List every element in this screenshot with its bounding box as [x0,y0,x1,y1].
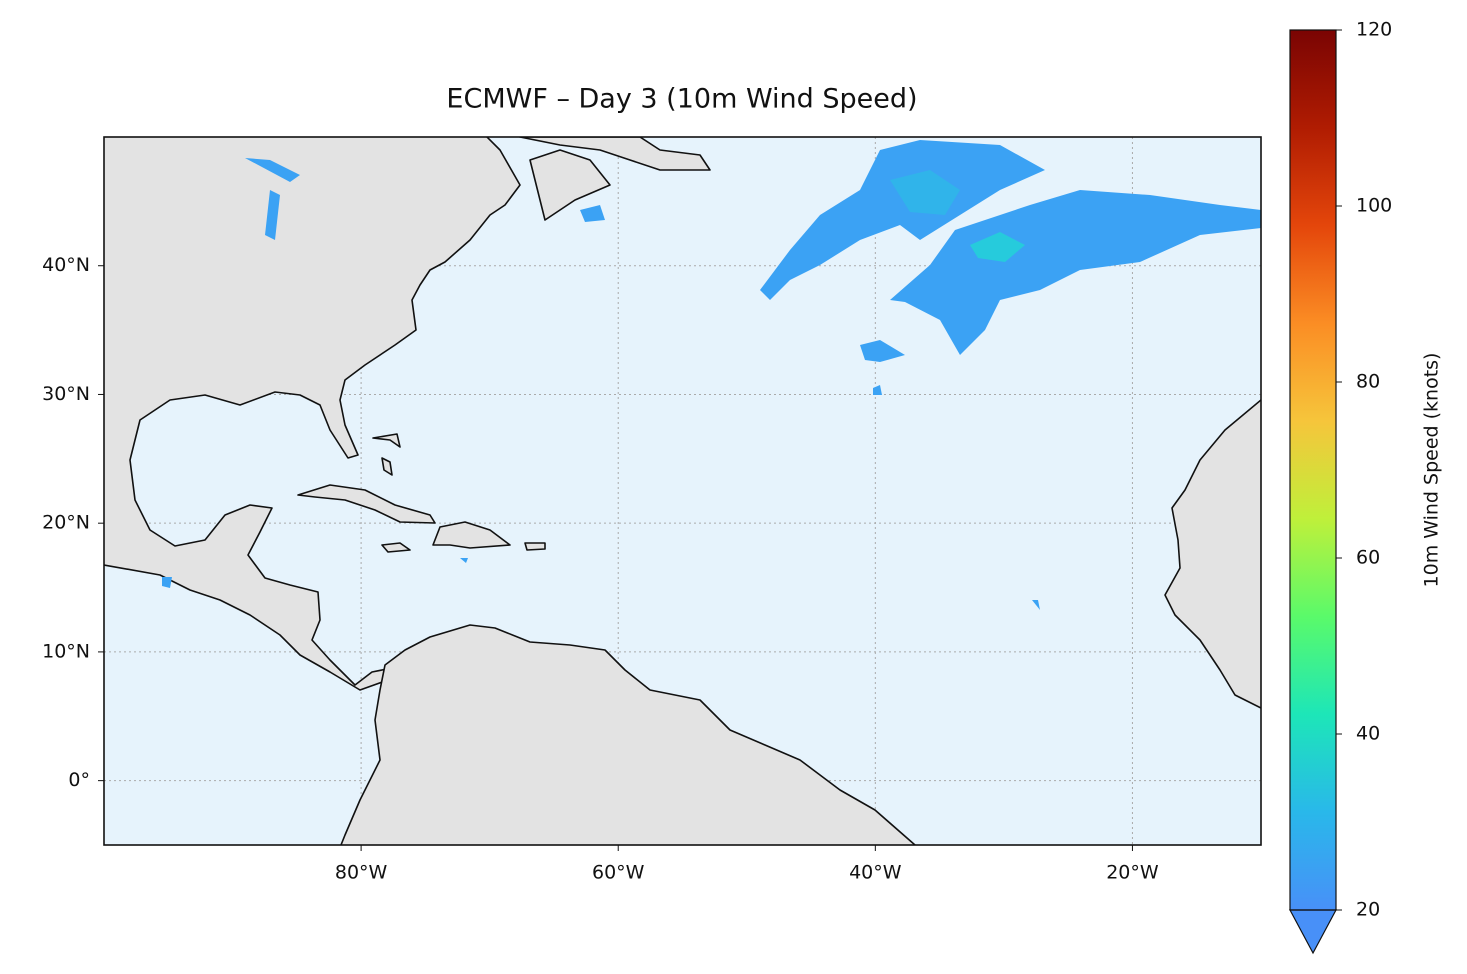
map-layer [104,137,1261,845]
labrador [519,137,711,171]
colorbar-label: 10m Wind Speed (knots) [1421,353,1443,588]
colorbar: 20 40 60 80 100 120 [1288,19,1392,955]
bahamas [372,433,401,476]
colorbar-tick-label: 40 [1356,723,1380,745]
colorbar-fill [1290,30,1336,910]
y-tick-label: 30°N [42,383,90,405]
wind-patch [890,170,960,215]
x-tick-label: 40°W [849,862,902,884]
south-america [340,624,917,845]
north-america [104,137,521,691]
jamaica [381,542,411,553]
land [104,137,1261,845]
y-tick-label: 0° [68,769,90,791]
map-frame [103,136,1262,846]
puerto-rico [524,542,546,551]
cuba [297,484,436,524]
chart-title: ECMWF – Day 3 (10m Wind Speed) [446,84,917,115]
newfoundland [529,149,611,221]
x-tick-label: 80°W [335,862,388,884]
wind-patch [970,232,1025,262]
colorbar-tick-label: 120 [1356,19,1392,41]
colorbar-tick-label: 60 [1356,547,1380,569]
africa [1164,399,1261,709]
colorbar-tick-label: 100 [1356,195,1392,217]
colorbar-extension [1288,909,1338,955]
colorbar-frame [1289,29,1337,911]
colorbar-tick-label: 20 [1356,899,1380,921]
wind-patch [760,140,1045,300]
x-tick-label: 60°W [592,862,645,884]
y-tick-label: 20°N [42,512,90,534]
wind-field [162,140,1261,610]
wind-patch [890,190,1261,355]
y-tick-label: 40°N [42,254,90,276]
hispaniola [432,521,511,549]
colorbar-tick-label: 80 [1356,371,1380,393]
x-tick-label: 20°W [1106,862,1159,884]
y-tick-label: 10°N [42,640,90,662]
